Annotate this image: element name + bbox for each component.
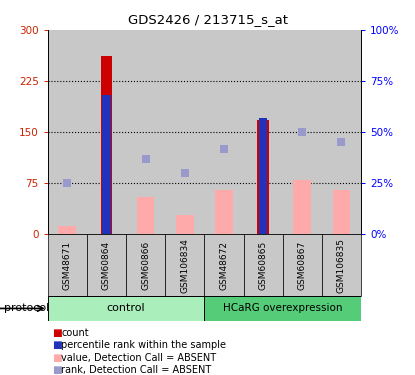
Bar [257,120,269,234]
Bar [283,30,322,234]
Bar [322,234,361,296]
Bar [165,234,204,296]
Bar [283,234,322,296]
Bar [322,30,361,234]
Text: ■: ■ [52,365,62,375]
Point [142,156,149,162]
Text: GSM48672: GSM48672 [220,241,229,290]
Bar [215,190,233,234]
Text: GSM106835: GSM106835 [337,238,346,293]
Bar [205,30,244,234]
Point [221,146,227,152]
Bar [333,190,350,234]
Text: control: control [107,303,145,313]
Text: GSM60867: GSM60867 [298,241,307,290]
Point [181,170,188,176]
Bar [293,180,311,234]
Text: GDS2426 / 213715_s_at: GDS2426 / 213715_s_at [127,13,288,26]
Point [64,180,71,186]
Bar [126,234,165,296]
Point [338,140,345,146]
Text: ■: ■ [52,340,62,350]
Text: protocol: protocol [4,303,49,313]
Bar [176,215,194,234]
Text: ■: ■ [52,328,62,338]
Bar [87,30,126,234]
Text: ■: ■ [52,353,62,363]
Bar [48,296,205,321]
Text: percentile rank within the sample: percentile rank within the sample [61,340,226,350]
Text: GSM106834: GSM106834 [180,238,189,293]
Bar [205,234,244,296]
Point [299,129,305,135]
Text: GSM60865: GSM60865 [259,241,268,290]
Text: value, Detection Call = ABSENT: value, Detection Call = ABSENT [61,353,216,363]
Bar [244,234,283,296]
Bar [205,296,361,321]
Bar [87,234,126,296]
Text: GSM60866: GSM60866 [141,241,150,290]
Bar [59,225,76,234]
Bar [165,30,204,234]
Bar [126,30,165,234]
Bar [259,118,267,234]
Text: GSM48671: GSM48671 [63,241,72,290]
Text: HCaRG overexpression: HCaRG overexpression [223,303,342,313]
Text: GSM60864: GSM60864 [102,241,111,290]
Bar [100,56,112,234]
Text: rank, Detection Call = ABSENT: rank, Detection Call = ABSENT [61,365,211,375]
Bar [244,30,283,234]
Text: count: count [61,328,89,338]
Bar [48,30,87,234]
Bar [137,197,154,234]
Bar [102,95,111,234]
Bar [48,234,87,296]
